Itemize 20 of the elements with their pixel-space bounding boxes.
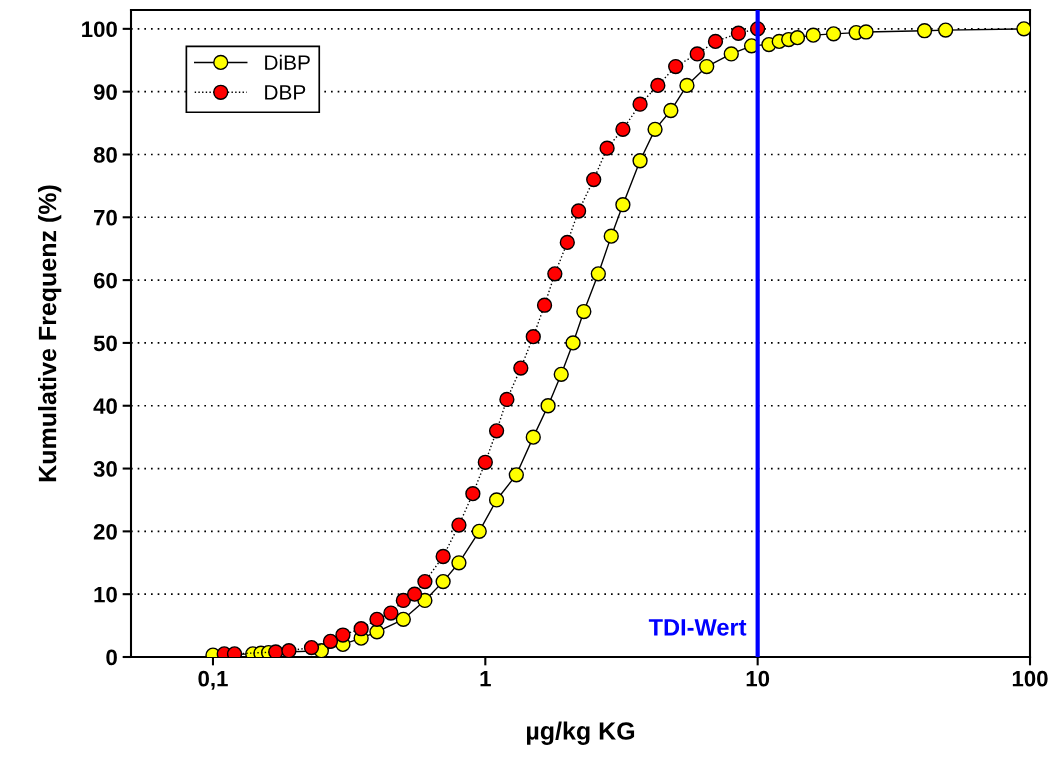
x-axis-title: µg/kg KG [527,721,635,745]
y-tick-label: 40 [93,398,117,415]
y-tick-label: 10 [94,586,117,603]
y-tick-label: 80 [93,147,117,163]
y-tick-label: 50 [93,335,117,352]
y-tick-label: 0 [106,649,117,666]
ref-line-label: TDI-Wert [648,619,747,636]
y-tick-label: 70 [94,209,117,226]
legend-label: DBP [265,85,306,100]
x-tick-label: 100 [1012,670,1048,687]
y-axis-title: Kumulative Frequenz (%) [37,185,62,482]
x-tick-label: 1 [480,671,491,687]
x-tick-label: 0,1 [198,670,228,690]
y-tick-label: 20 [93,523,117,540]
y-tick-label: 30 [93,461,117,477]
y-tick-label: 60 [93,272,117,289]
y-tick-label: 90 [93,84,117,100]
y-tick-label: 100 [82,21,117,38]
x-tick-label: 10 [746,670,770,687]
legend-label: DiBP [265,54,310,70]
